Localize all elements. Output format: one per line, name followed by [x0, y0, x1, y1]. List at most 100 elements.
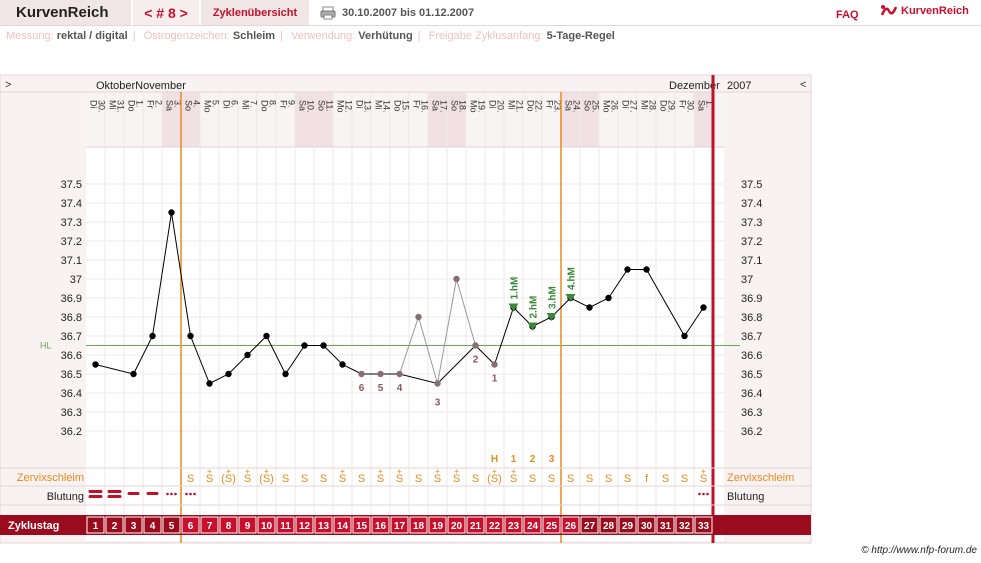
- cycle-day-cell: [485, 516, 504, 534]
- year-label: 2007: [727, 80, 751, 92]
- cycle-day-cell: [561, 516, 580, 534]
- faq-link[interactable]: FAQ: [836, 8, 859, 21]
- cervix-row-label: Zervixschleim: [17, 472, 84, 484]
- bleeding-heavy: [107, 495, 122, 498]
- expand-left-icon: >: [5, 79, 11, 91]
- day-date: 26.: [610, 100, 620, 113]
- cycle-day-cell: [371, 516, 390, 534]
- cycle-day-number: 21: [470, 521, 482, 532]
- bleeding-medium: [127, 492, 140, 495]
- cycle-day-cell: [276, 516, 295, 534]
- temperature-point: [396, 370, 403, 378]
- day-weekday: Di: [222, 100, 232, 109]
- day-weekday: So: [450, 100, 460, 111]
- cycle-day-cell: [333, 516, 352, 534]
- day-weekday: Mo: [336, 100, 346, 113]
- cycle-day-number: 10: [261, 521, 273, 532]
- cervix-plus: +: [435, 467, 440, 476]
- cycle-day-number: 13: [318, 521, 330, 532]
- cycle-day-number: 1: [93, 521, 99, 532]
- cycle-day-number: 15: [356, 521, 368, 532]
- cervix-plus: +: [378, 467, 383, 476]
- bleeding-row-label: Blutung: [47, 491, 84, 503]
- temperature-point: [681, 332, 688, 340]
- setting-label: Verwendung:: [291, 30, 356, 42]
- printer-icon[interactable]: [319, 0, 337, 25]
- cycle-day-cell: [504, 516, 523, 534]
- temperature-point: [301, 342, 308, 349]
- day-weekday: Sa: [564, 100, 574, 111]
- month-label: Dezember: [669, 80, 720, 92]
- low-temp-label: 5: [378, 383, 384, 394]
- cervix-code: S: [282, 473, 289, 485]
- cycle-day-number: 4: [150, 521, 156, 532]
- cycle-day-number: 29: [622, 521, 634, 532]
- curve-logo-icon: [880, 4, 898, 15]
- low-temp-label: 1: [492, 374, 498, 385]
- temperature-point: [282, 370, 289, 378]
- day-date: 3.: [173, 100, 183, 108]
- temperature-point: [472, 342, 479, 349]
- cervix-plus: +: [245, 467, 250, 476]
- day-weekday: Do: [393, 100, 403, 112]
- low-temp-label: 3: [435, 398, 441, 409]
- temperature-point: [434, 380, 441, 387]
- cycle-day-cell: [143, 516, 162, 534]
- cycle-overview-tab[interactable]: Zyklenübersicht: [201, 0, 309, 25]
- bleeding-heavy: [88, 490, 103, 493]
- day-date: 15.: [401, 100, 411, 113]
- bleeding-spotting: [698, 492, 701, 496]
- day-weekday: Fr: [146, 100, 156, 109]
- day-weekday: Do: [526, 100, 536, 112]
- cervix-code: S: [396, 473, 403, 485]
- cycle-day-number: 23: [508, 521, 520, 532]
- y-tick-left: 37.1: [61, 255, 82, 267]
- cycle-day-number: 16: [375, 521, 387, 532]
- cycle-day-cell: [105, 516, 124, 534]
- cervix-code: S: [377, 473, 384, 485]
- day-weekday: Sa: [298, 100, 308, 111]
- day-weekday: Mi: [374, 100, 384, 110]
- y-tick-right: 37.1: [741, 255, 762, 267]
- day-date: 27.: [629, 100, 639, 113]
- cervix-code: S: [605, 473, 612, 485]
- cycle-day-number: 18: [413, 521, 425, 532]
- cervix-code: (S): [221, 473, 236, 485]
- day-weekday: Di: [89, 100, 99, 109]
- cycle-day-number: 19: [432, 521, 444, 532]
- day-weekday: Fr: [412, 100, 422, 109]
- y-tick-left: 36.5: [61, 369, 82, 381]
- bleeding-spotting: [706, 492, 709, 496]
- temperature-point: [92, 361, 99, 368]
- day-date: 2.: [154, 100, 164, 108]
- temperature-point: [263, 332, 270, 340]
- settings-line: Messung: rektal / digital | Östrogenzeich…: [6, 30, 615, 42]
- cervix-code: S: [244, 473, 251, 485]
- setting-label: Freigabe Zyklusanfang:: [428, 30, 544, 42]
- day-date: 7.: [249, 100, 259, 108]
- day-date: 17.: [439, 100, 449, 113]
- peak-day-label: 2: [530, 454, 536, 465]
- cervix-code: S: [472, 473, 479, 485]
- y-tick-left: 36.2: [61, 426, 82, 438]
- peak-day-label: 3: [549, 454, 555, 465]
- day-date: 4.: [192, 100, 202, 108]
- day-weekday: Fr: [545, 100, 555, 109]
- day-weekday: Di: [621, 100, 631, 109]
- cycle-day-cell: [219, 516, 238, 534]
- cervix-row-label-right: Zervixschleim: [727, 472, 794, 484]
- day-weekday: So: [184, 100, 194, 111]
- app-title[interactable]: KurvenReich: [0, 0, 131, 25]
- day-date: 29.: [667, 100, 677, 113]
- cervix-plus: +: [701, 467, 706, 476]
- cervix-code: S: [206, 473, 213, 485]
- day-date: 24.: [572, 100, 582, 113]
- temperature-point: [225, 370, 232, 378]
- top-bar: KurvenReich < # 8 > Zyklenübersicht 30.1…: [0, 0, 981, 26]
- cycle-navigation[interactable]: < # 8 >: [133, 0, 199, 25]
- brand-logo[interactable]: KurvenReich: [880, 0, 969, 23]
- cycle-day-cell: [314, 516, 333, 534]
- temperature-point: [377, 370, 384, 378]
- day-date: 8.: [268, 100, 278, 108]
- cycle-day-cell: [295, 516, 314, 534]
